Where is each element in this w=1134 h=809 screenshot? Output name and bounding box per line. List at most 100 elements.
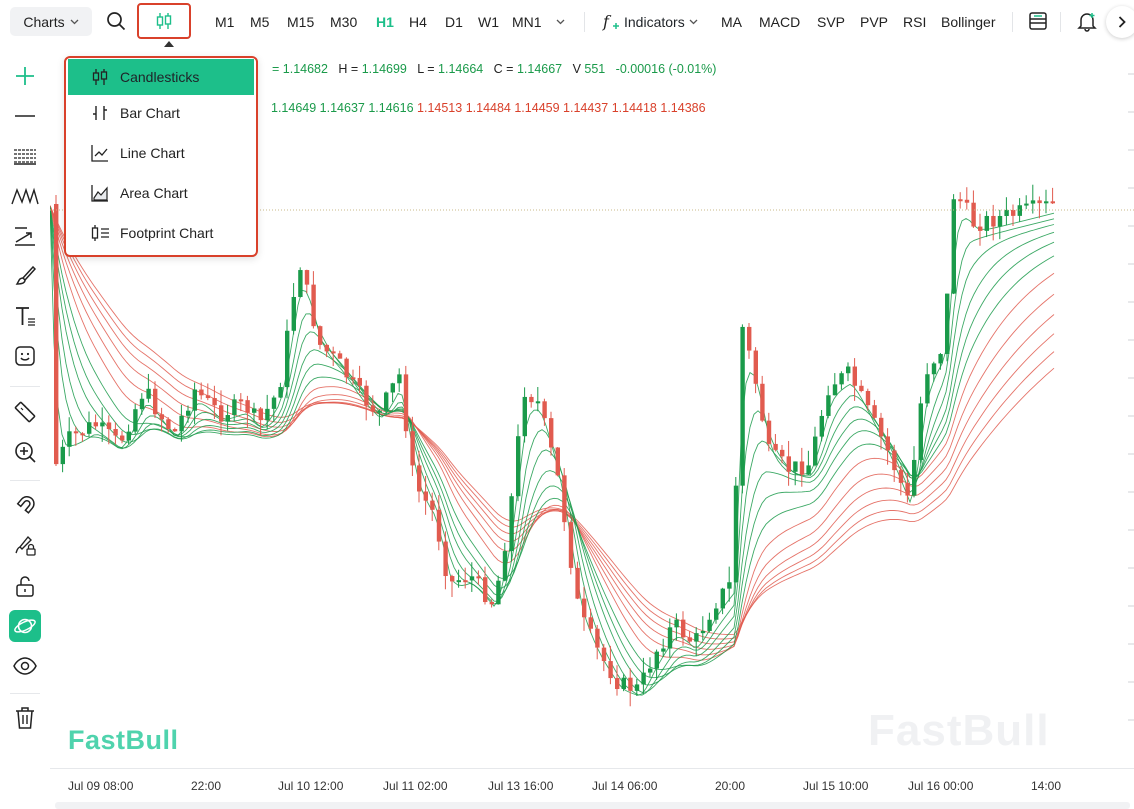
indicator-ma-button[interactable]: MA <box>721 14 742 30</box>
candle-body <box>278 387 283 398</box>
candle-body <box>509 496 514 552</box>
zoom-in-icon[interactable] <box>9 436 41 468</box>
candle-body <box>945 293 950 355</box>
timeframe-h4[interactable]: H4 <box>409 14 427 30</box>
candle-body <box>780 449 785 457</box>
timeframe-mn1[interactable]: MN1 <box>512 14 542 30</box>
svg-text:f: f <box>602 12 612 31</box>
ma-value: 1.14386 <box>660 101 706 115</box>
candle-body <box>423 491 428 501</box>
candle-body <box>410 431 415 466</box>
indicators-button[interactable]: f Indicators <box>602 12 698 32</box>
toolbar-divider <box>1012 12 1013 32</box>
trash-icon[interactable] <box>9 702 41 734</box>
menu-item-label: Footprint Chart <box>120 225 214 241</box>
candle-body <box>370 405 376 412</box>
scroll-right-button[interactable] <box>1106 6 1134 38</box>
time-tick-label: Jul 11 02:00 <box>383 779 448 793</box>
candle-body <box>60 446 65 465</box>
toolbar-divider <box>10 386 40 387</box>
candle-body <box>872 405 877 418</box>
chart-scrollbar[interactable] <box>55 802 1130 809</box>
eye-icon[interactable] <box>9 650 41 682</box>
candle-body <box>628 677 633 691</box>
chart-type-button[interactable] <box>137 3 191 39</box>
lock-drawing-icon[interactable] <box>9 530 41 562</box>
ruler-icon[interactable] <box>9 396 41 428</box>
menu-item-candlesticks[interactable]: Candlesticks <box>68 59 254 95</box>
visibility-planet-icon[interactable] <box>9 610 41 642</box>
close-label: C = <box>493 62 514 76</box>
time-axis[interactable]: Jul 09 08:00 22:00 Jul 10 12:00 Jul 11 0… <box>50 768 1134 798</box>
crosshair-icon[interactable] <box>9 60 41 92</box>
unlock-icon[interactable] <box>9 570 41 602</box>
candle-body <box>357 377 362 386</box>
candle-body <box>549 418 554 448</box>
menu-item-line-chart[interactable]: Line Chart <box>68 136 254 170</box>
moving-average-line <box>50 205 1055 635</box>
candle-body <box>951 199 956 294</box>
candlestick-chart-canvas[interactable] <box>50 44 1134 766</box>
timeframe-w1[interactable]: W1 <box>478 14 499 30</box>
candle-body <box>958 199 963 202</box>
candle-body <box>766 420 772 444</box>
candle-body <box>634 684 640 691</box>
indicator-rsi-button[interactable]: RSI <box>903 14 927 30</box>
menu-item-label: Area Chart <box>120 185 188 201</box>
candle-body <box>753 350 758 384</box>
footprint-chart-icon <box>90 224 110 242</box>
candle-body <box>146 388 151 399</box>
candle-body <box>106 422 112 430</box>
candle-body <box>245 400 250 413</box>
low-label: L = <box>417 62 435 76</box>
timeframe-h1[interactable]: H1 <box>376 14 394 30</box>
candle-body <box>885 436 890 451</box>
charts-menu-button[interactable]: Charts <box>10 7 92 36</box>
candle-body <box>285 330 290 388</box>
pattern-icon[interactable] <box>9 180 41 212</box>
ma-value: 1.14437 <box>563 101 609 115</box>
brush-icon[interactable] <box>9 260 41 292</box>
candle-body <box>417 465 422 492</box>
text-icon[interactable] <box>9 300 41 332</box>
horizontal-line-icon[interactable] <box>9 100 41 132</box>
indicator-pvp-button[interactable]: PVP <box>860 14 889 30</box>
candle-body <box>747 326 752 351</box>
candle-body <box>311 284 316 327</box>
candle-body <box>483 577 488 603</box>
menu-item-footprint-chart[interactable]: Footprint Chart <box>68 216 254 250</box>
timeframe-m15[interactable]: M15 <box>287 14 315 30</box>
magnet-icon[interactable] <box>9 490 41 522</box>
search-icon[interactable] <box>105 10 127 32</box>
candle-body <box>806 465 811 475</box>
timeframe-m30[interactable]: M30 <box>330 14 358 30</box>
candle-body <box>496 580 501 605</box>
timeframe-m1[interactable]: M1 <box>215 14 235 30</box>
fib-icon[interactable] <box>9 140 41 172</box>
indicator-svp-button[interactable]: SVP <box>817 14 846 30</box>
price-chart[interactable] <box>50 44 1134 766</box>
candle-body <box>978 226 983 231</box>
layout-icon[interactable] <box>1027 10 1049 32</box>
candle-body <box>324 344 329 352</box>
menu-item-bar-chart[interactable]: Bar Chart <box>68 96 254 130</box>
time-tick-label: Jul 09 08:00 <box>68 779 134 793</box>
candle-body <box>172 429 178 432</box>
timeframe-more-chevron-icon[interactable] <box>556 19 565 25</box>
candle-body <box>832 384 838 396</box>
candle-body <box>681 619 686 638</box>
indicator-bollinger-button[interactable]: Bollinger <box>941 14 996 30</box>
candle-body <box>582 598 587 618</box>
indicator-macd-button[interactable]: MACD <box>759 14 801 30</box>
emoji-icon[interactable] <box>9 340 41 372</box>
toolbar-divider <box>1060 12 1061 32</box>
alert-bell-icon[interactable] <box>1076 10 1098 32</box>
menu-item-area-chart[interactable]: Area Chart <box>68 176 254 210</box>
ma-value: 1.14484 <box>465 101 511 115</box>
candle-body <box>225 415 230 422</box>
trend-arrow-icon[interactable] <box>9 220 41 252</box>
area-chart-icon <box>90 184 110 202</box>
timeframe-d1[interactable]: D1 <box>445 14 463 30</box>
timeframe-m5[interactable]: M5 <box>250 14 270 30</box>
